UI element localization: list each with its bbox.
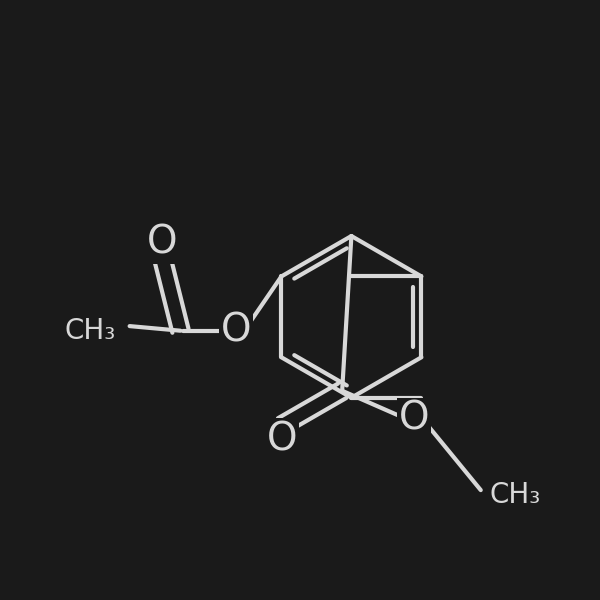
Text: O: O (398, 400, 429, 437)
Text: O: O (147, 224, 177, 262)
Text: O: O (221, 312, 251, 350)
Text: CH₃: CH₃ (65, 317, 116, 345)
Text: O: O (267, 420, 298, 458)
Text: CH₃: CH₃ (490, 481, 541, 509)
